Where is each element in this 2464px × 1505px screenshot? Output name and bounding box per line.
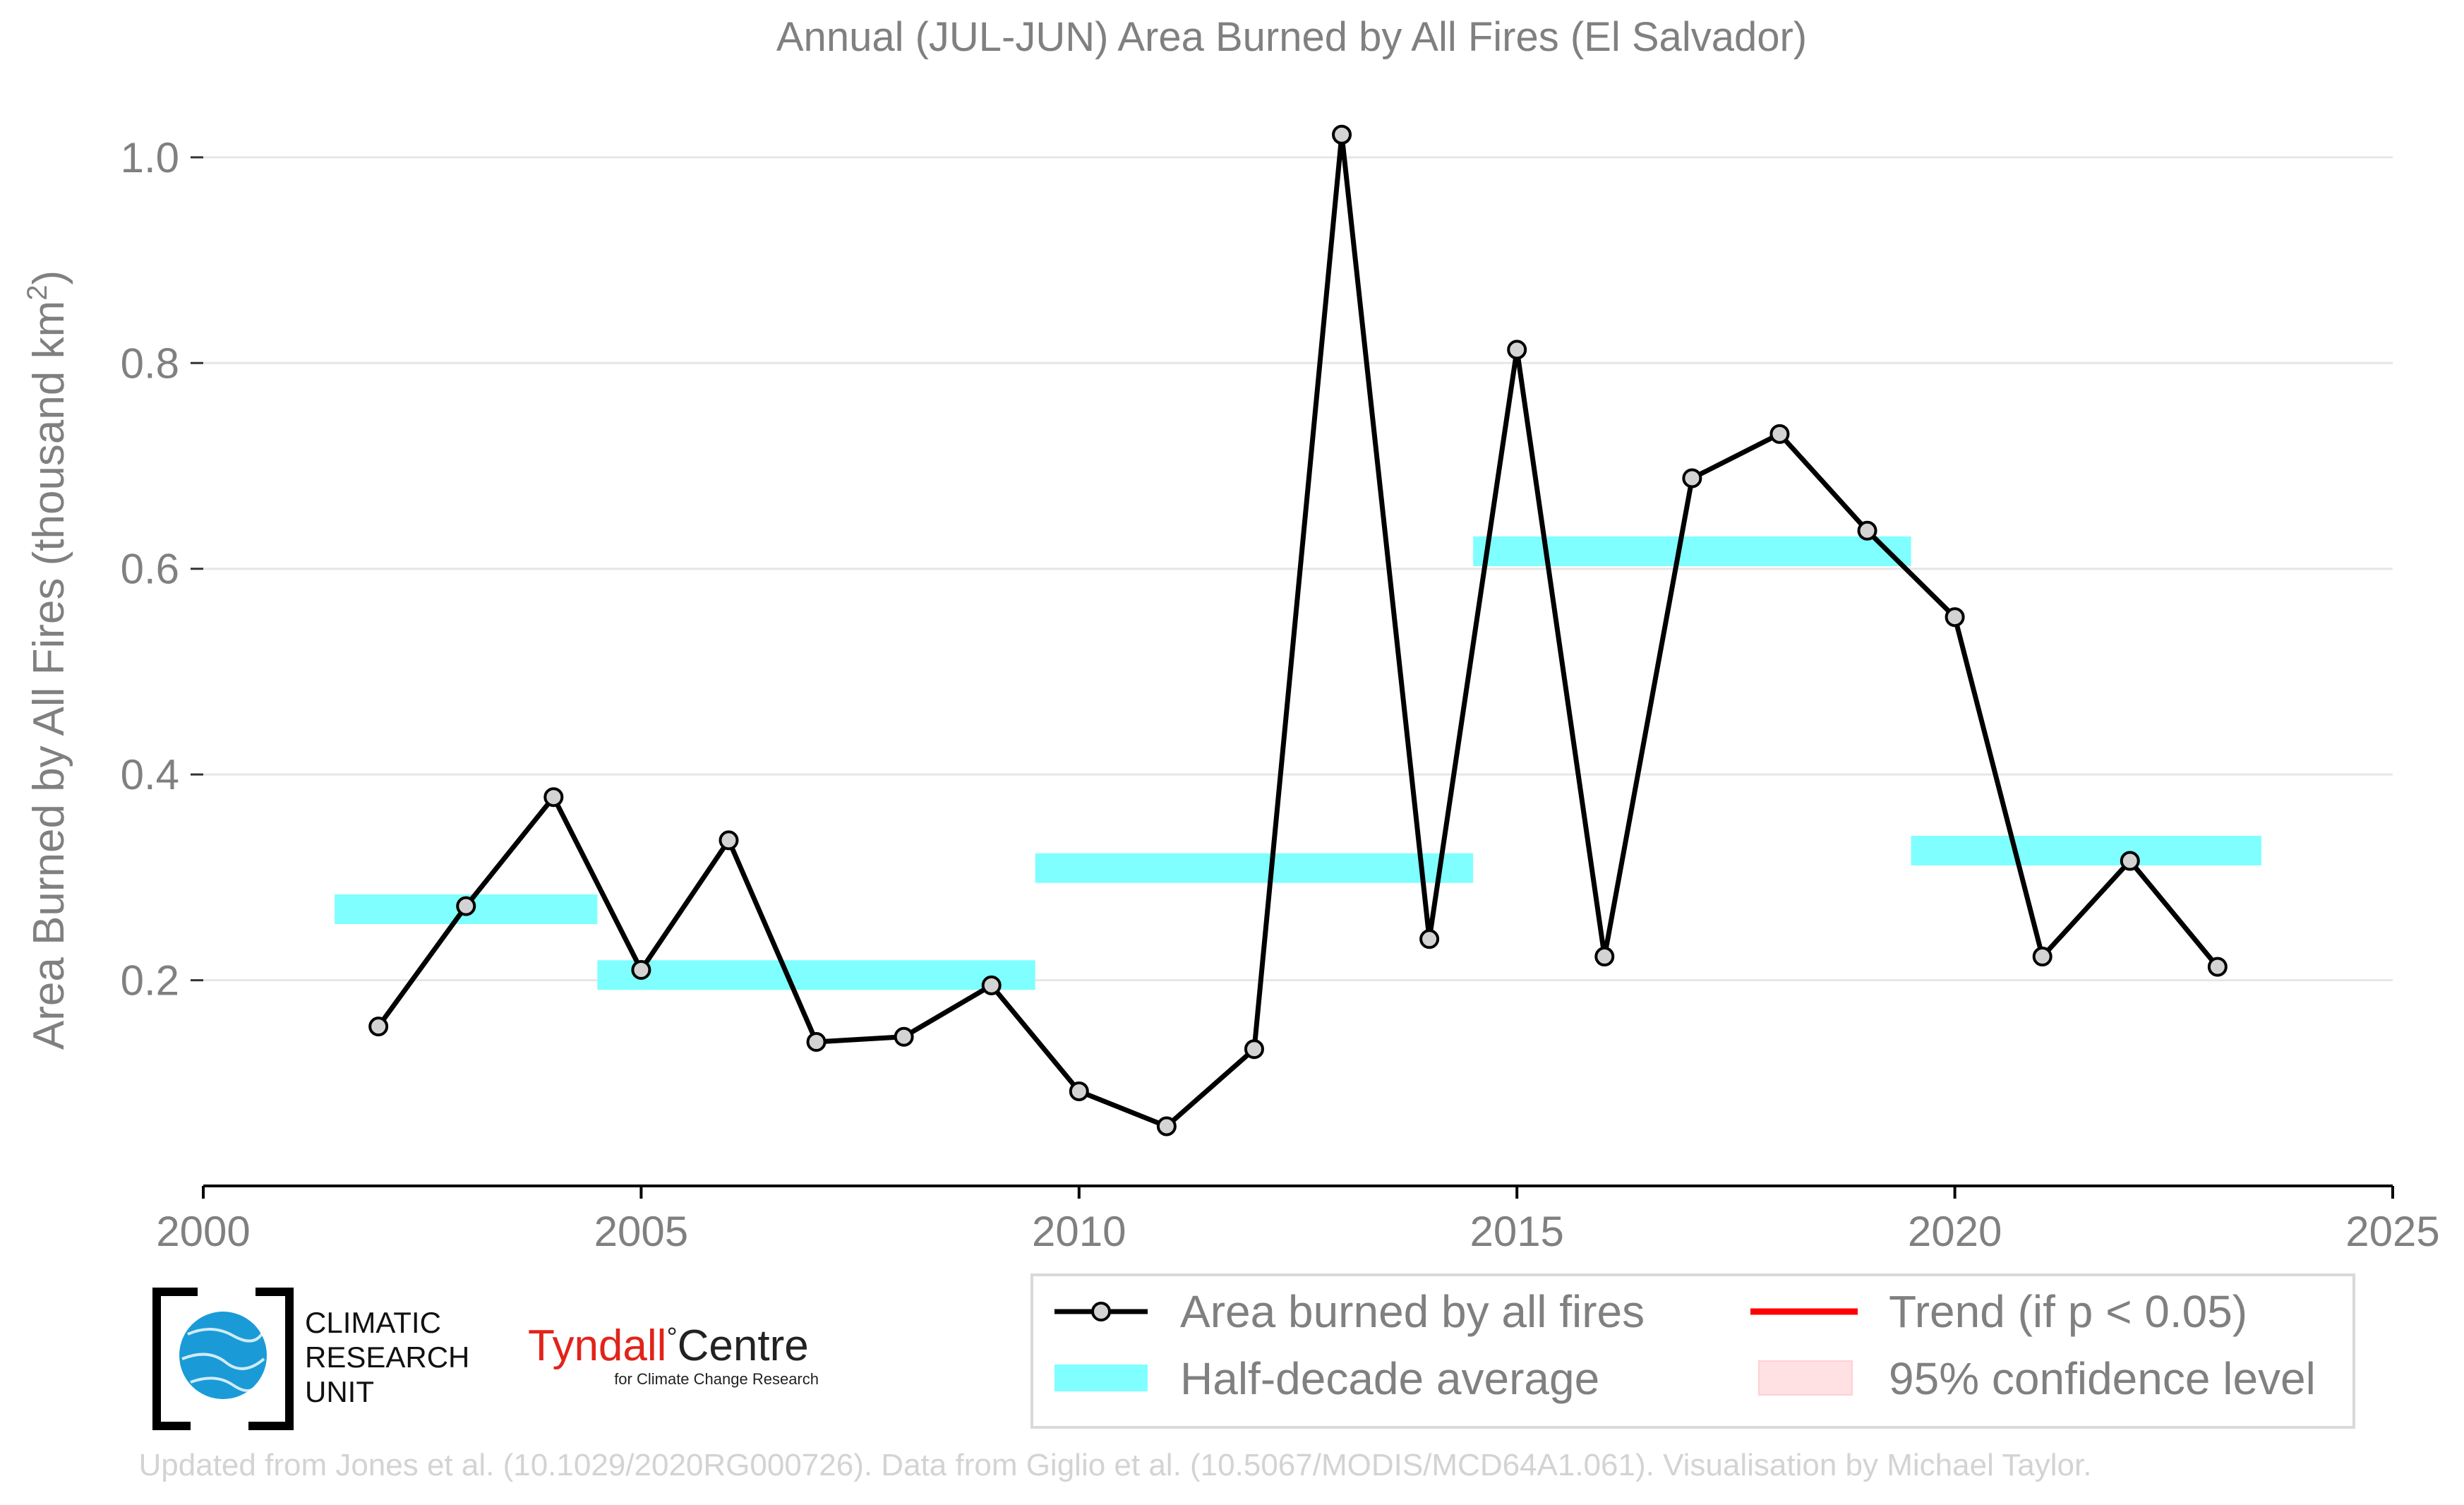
data-point xyxy=(631,960,651,980)
axes: 0.2 0.4 0.6 0.8 1.0 2000 2005 2010 2015 2020 2025 xyxy=(121,134,2440,1255)
y-tick-label: 0.4 xyxy=(121,751,179,798)
legend-label-half-decade: Half-decade average xyxy=(1180,1353,1599,1404)
legend-swatch-half-decade xyxy=(1054,1365,1148,1391)
half-decade-band xyxy=(597,960,1035,990)
data-point xyxy=(1857,520,1877,541)
data-point xyxy=(981,975,1002,995)
y-tick-label: 1.0 xyxy=(121,134,179,181)
legend-label-confidence: 95% confidence level xyxy=(1889,1353,2316,1404)
cru-bracket-left xyxy=(152,1288,198,1430)
data-point xyxy=(2207,957,2228,977)
x-tick-label: 2005 xyxy=(594,1208,688,1255)
series-line xyxy=(376,132,2220,1129)
data-point xyxy=(806,1032,827,1052)
legend: Area burned by all fires Trend (if p < 0… xyxy=(1030,1273,2355,1429)
data-point xyxy=(1945,607,1965,628)
data-point xyxy=(1769,424,1790,444)
data-point xyxy=(1507,340,1527,360)
data-point xyxy=(543,787,564,808)
legend-label-area-burned: Area burned by all fires xyxy=(1180,1286,1645,1337)
data-point xyxy=(719,830,739,851)
y-tick-label: 0.2 xyxy=(121,957,179,1005)
legend-label-trend: Trend (if p < 0.05) xyxy=(1889,1286,2247,1337)
cru-logo: CLIMATIC RESEARCH UNIT xyxy=(152,1288,469,1430)
data-point xyxy=(1069,1081,1089,1101)
data-point xyxy=(1244,1039,1264,1060)
series-area-burned xyxy=(368,124,2228,1137)
x-tick-label: 2020 xyxy=(1908,1208,2002,1255)
legend-swatch-confidence xyxy=(1758,1360,1853,1396)
half-decade-band xyxy=(1911,835,2261,865)
data-point xyxy=(2032,947,2053,967)
data-point xyxy=(1419,929,1440,949)
y-tick-label: 0.6 xyxy=(121,546,179,593)
x-tick-label: 2015 xyxy=(1470,1208,1563,1255)
data-point xyxy=(1682,468,1702,488)
cru-globe-lines xyxy=(181,1327,265,1392)
cru-text-line1: CLIMATIC xyxy=(305,1306,441,1339)
legend-swatch-marker xyxy=(1091,1302,1111,1321)
tyndall-logo: Tyndall°Centre for Climate Change Resear… xyxy=(528,1321,819,1388)
legend-box xyxy=(1030,1273,2355,1429)
tyndall-wordmark: Tyndall°Centre xyxy=(528,1321,809,1370)
half-decade-band xyxy=(1035,853,1474,883)
x-tick-label: 2025 xyxy=(2345,1208,2439,1255)
data-point xyxy=(456,896,476,916)
half-decade-bands xyxy=(335,536,2261,990)
x-tick-label: 2010 xyxy=(1032,1208,1126,1255)
y-axis-label: Area Burned by All Fires (thousand km2) xyxy=(22,270,73,1050)
y-tick-label: 0.8 xyxy=(121,340,179,387)
data-point xyxy=(1156,1116,1177,1137)
cru-globe-icon xyxy=(179,1312,267,1399)
data-point xyxy=(2120,851,2140,871)
data-point xyxy=(368,1017,389,1037)
footer-credits: Updated from Jones et al. (10.1029/2020R… xyxy=(139,1448,2092,1482)
data-point xyxy=(1594,947,1615,967)
data-point xyxy=(1332,124,1352,145)
tyndall-tagline: for Climate Change Research xyxy=(614,1370,819,1388)
data-point xyxy=(894,1026,914,1047)
cru-text-line2: RESEARCH xyxy=(305,1341,469,1374)
x-tick-label: 2000 xyxy=(156,1208,250,1255)
cru-bracket-right xyxy=(248,1288,294,1430)
half-decade-band xyxy=(1473,536,1911,566)
cru-text-line3: UNIT xyxy=(305,1375,374,1408)
chart-title: Annual (JUL-JUN) Area Burned by All Fire… xyxy=(776,14,1807,60)
